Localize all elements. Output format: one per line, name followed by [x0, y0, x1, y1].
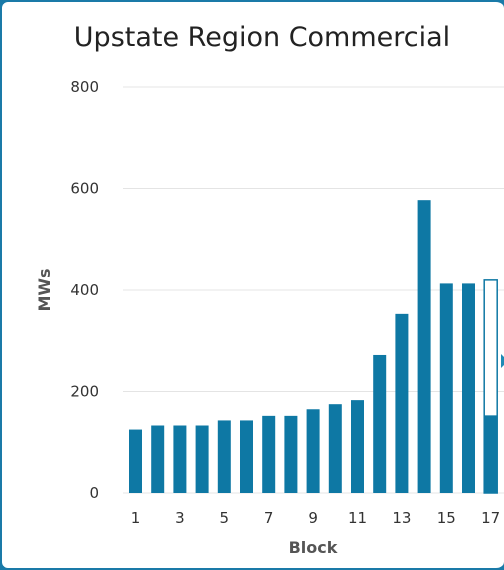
bar[interactable]	[240, 420, 253, 493]
x-tick-label: 5	[220, 509, 230, 527]
x-tick-label: 17	[481, 509, 500, 527]
bars	[129, 200, 498, 494]
bar[interactable]	[351, 400, 364, 493]
y-tick-label: 400	[70, 281, 99, 299]
bar[interactable]	[373, 354, 387, 493]
bar[interactable]	[462, 283, 475, 493]
x-tick-label: 7	[264, 509, 274, 527]
bar[interactable]	[151, 425, 165, 493]
x-tick-label: 1	[131, 509, 141, 527]
y-axis-title: MWs	[35, 268, 54, 311]
y-tick-label: 200	[70, 383, 99, 401]
y-tick-label: 0	[89, 484, 99, 502]
bar[interactable]	[262, 415, 276, 493]
bar[interactable]	[195, 425, 209, 493]
x-tick-label: 15	[437, 509, 456, 527]
gridlines	[123, 86, 504, 494]
bar[interactable]	[306, 409, 320, 493]
bar[interactable]	[173, 425, 187, 493]
bar[interactable]	[439, 283, 453, 493]
bar[interactable]	[395, 313, 409, 493]
chart-title: Upstate Region Commercial	[73, 22, 451, 53]
x-tick-label: 9	[308, 509, 318, 527]
y-tick-label: 600	[70, 180, 99, 198]
bar[interactable]	[284, 415, 298, 493]
x-tick-labels: 1 3 5 7 9 11 13 15 17	[131, 509, 501, 527]
y-tick-label: 800	[70, 78, 99, 96]
x-tick-label: 13	[392, 509, 411, 527]
bar[interactable]	[217, 420, 231, 493]
bar[interactable]	[328, 404, 342, 493]
x-axis-title: Block	[289, 538, 338, 557]
bar[interactable]	[484, 415, 498, 493]
bar[interactable]	[129, 429, 142, 493]
bar[interactable]	[417, 200, 431, 494]
x-tick-label: 3	[175, 509, 185, 527]
x-tick-label: 11	[348, 509, 367, 527]
y-tick-labels: 0 200 400 600 800	[70, 78, 99, 502]
tooltip-pointer	[501, 354, 504, 368]
